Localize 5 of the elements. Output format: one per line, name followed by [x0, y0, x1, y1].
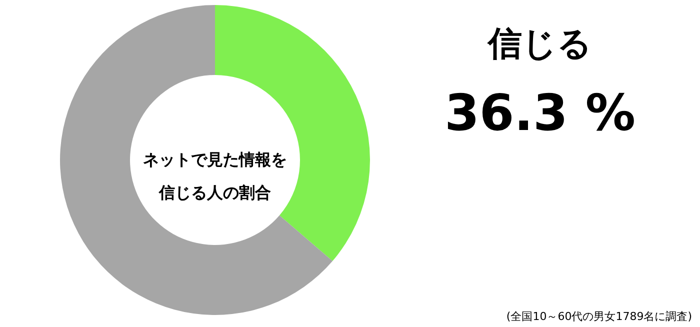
slice-label: 信じる: [486, 24, 592, 64]
data-label: 36.3 %: [444, 84, 636, 142]
text: (全国10～60代の男女1789名に調査): [506, 310, 692, 323]
donut-slice: [60, 5, 333, 315]
text: ネットで見た情報を信じる人の割合: [143, 150, 287, 202]
